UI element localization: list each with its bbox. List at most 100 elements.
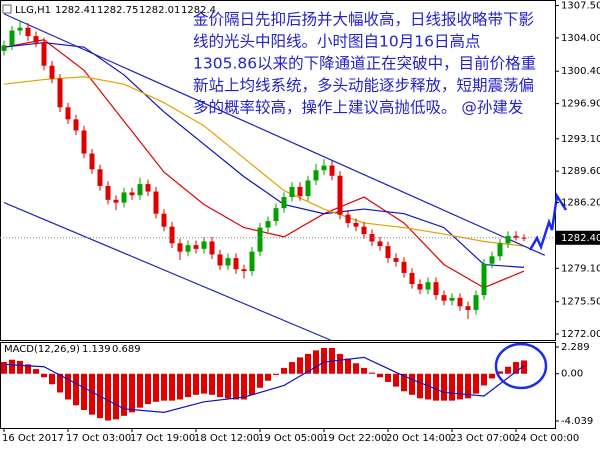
current-price-label: 1282.40 (561, 233, 600, 244)
candle-body (217, 254, 223, 266)
candle-body (177, 243, 183, 252)
macd-bar (89, 373, 95, 415)
x-tick-label: 20 Oct 14:00 (386, 433, 451, 444)
candle-body (57, 78, 63, 108)
candle-body (321, 165, 327, 171)
macd-bar (225, 373, 231, 399)
y-tick-label: 2.289 (561, 342, 590, 353)
candle-body (465, 306, 471, 310)
candle-body (425, 282, 431, 290)
candle-body (257, 227, 263, 252)
annotation-line: 新站上均线系统，多头动能逐步释放，短期震荡偏 (193, 77, 534, 95)
candle-body (113, 199, 119, 203)
x-tick-label: 19 Oct 05:00 (258, 433, 323, 444)
candle-body (513, 235, 519, 238)
candle-body (297, 186, 303, 197)
macd-bar (401, 373, 407, 392)
y-tick-label: 1272.00 (561, 329, 600, 340)
macd-bar (289, 362, 295, 374)
candle-body (345, 214, 351, 223)
macd-bar (377, 373, 383, 378)
macd-bar (489, 373, 495, 379)
macd-bar (193, 373, 199, 395)
candle-body (121, 192, 127, 203)
y-tick-label: 1300.40 (561, 66, 600, 77)
moving-average (3, 41, 525, 268)
candle-body (353, 222, 359, 227)
candle-body (489, 256, 495, 264)
macd-bar (257, 373, 263, 388)
candle-body (89, 153, 95, 170)
macd-bar (185, 373, 191, 398)
candle-body (273, 208, 279, 222)
macd-bar (65, 373, 71, 400)
macd-bar (505, 366, 511, 374)
macd-bar (409, 373, 415, 395)
candle-body (337, 175, 343, 215)
macd-bar (481, 373, 487, 386)
candle-body (449, 297, 455, 301)
candle-body (81, 130, 87, 154)
trend-line (3, 13, 546, 256)
candle-body (73, 119, 79, 131)
macd-bar (353, 363, 359, 374)
x-tick-label: 16 Oct 2017 (2, 433, 64, 444)
annotation-line: 金价隔日先抑后扬并大幅收高，日线报收略带下影 (193, 11, 534, 29)
macd-bar (249, 373, 255, 395)
macd-bar (305, 353, 311, 374)
candle-body (481, 263, 487, 296)
candle-body (409, 272, 415, 285)
macd-bar (233, 373, 239, 400)
candle-body (193, 245, 199, 249)
macd-bar (177, 373, 183, 400)
macd-bar (113, 373, 119, 420)
candle-body (289, 186, 295, 198)
macd-bar (497, 371, 503, 374)
candle-body (497, 243, 503, 257)
macd-bar (473, 373, 479, 394)
macd-bar (513, 362, 519, 374)
candle-body (433, 282, 439, 296)
candle-body (49, 65, 55, 79)
candle-body (281, 197, 287, 209)
macd-bar (521, 360, 527, 374)
candle-body (169, 226, 175, 244)
macd-bar (265, 373, 271, 381)
y-tick-label: 1296.90 (561, 99, 600, 110)
candle-body (25, 27, 31, 37)
macd-bar (9, 359, 15, 374)
x-tick-label: 24 Oct 00:00 (514, 433, 579, 444)
macd-bar (145, 373, 151, 405)
candle-body (401, 261, 407, 273)
candle-body (441, 295, 447, 301)
ohlc-close: 1282.4 (181, 5, 216, 16)
candle-body (153, 191, 159, 214)
macd-bar (241, 373, 247, 400)
candle-body (377, 241, 383, 247)
macd-bar (385, 373, 391, 382)
candle-body (209, 241, 215, 255)
annotation-line: 1305.86以来的下降通道正在突破中，目前价格重 (193, 55, 536, 73)
candle-body (473, 295, 479, 310)
candle-body (137, 184, 143, 196)
candle-body (385, 246, 391, 259)
candle-body (225, 258, 231, 266)
ohlc-high: 1282.75 (97, 5, 138, 16)
current-price-box (556, 230, 600, 245)
macd-bar (17, 360, 23, 374)
macd-bar (161, 373, 167, 401)
x-tick-label: 17 Oct 03:00 (66, 433, 131, 444)
macd-bar (169, 373, 175, 401)
macd-bar (129, 373, 135, 413)
candle-body (249, 251, 255, 272)
candle-body (201, 241, 207, 249)
candle-body (393, 258, 399, 262)
y-tick-label: 1307.50 (561, 1, 600, 12)
y-tick-label: 1286.20 (561, 198, 600, 209)
y-tick-label: 0.00 (561, 369, 583, 380)
macd-bar (345, 358, 351, 374)
candle-body (1, 45, 7, 51)
macd-bar (209, 373, 215, 395)
moving-average (3, 39, 525, 289)
